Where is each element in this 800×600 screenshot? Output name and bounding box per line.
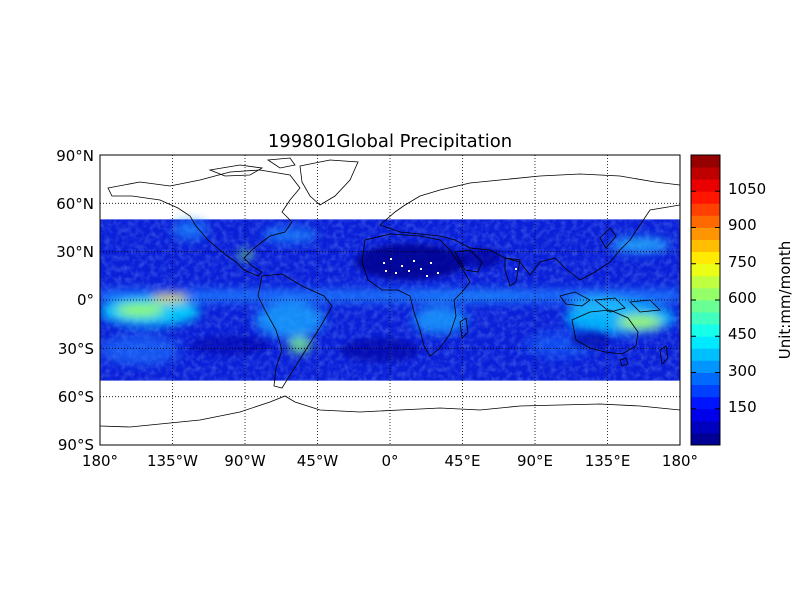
lat-label: 60°N — [56, 195, 94, 213]
colorbar: 150 300 450 600 750 900 1050 Unit:mm/mon… — [690, 154, 794, 446]
colorbar-band — [691, 287, 720, 301]
colorbar-band — [691, 372, 720, 385]
lat-label: 0° — [77, 291, 94, 309]
colorbar-band — [691, 215, 720, 228]
lon-label: 135°W — [147, 452, 198, 470]
colorbar-tick-label: 450 — [728, 325, 757, 343]
colorbar-tick-label: 600 — [728, 289, 757, 307]
colorbar-tick-labels: 150 300 450 600 750 900 1050 — [728, 180, 766, 416]
colorbar-tick-label: 150 — [728, 398, 757, 416]
lat-label: 90°S — [58, 436, 94, 454]
lat-label: 60°S — [58, 388, 94, 406]
lon-label: 0° — [381, 452, 398, 470]
colorbar-band — [691, 324, 720, 337]
colorbar-tick-label: 1050 — [728, 180, 766, 198]
colorbar-band — [691, 396, 720, 410]
colorbar-band — [691, 179, 720, 192]
colorbar-band — [691, 312, 720, 325]
colorbar-tick-label: 300 — [728, 362, 757, 380]
colorbar-band — [691, 167, 720, 180]
colorbar-band — [691, 348, 720, 361]
colorbar-tick-label: 900 — [728, 216, 757, 234]
colorbar-band — [691, 275, 720, 289]
colorbar-band — [691, 432, 720, 446]
lon-label: 45°E — [444, 452, 480, 470]
lon-label: 90°E — [517, 452, 553, 470]
map-axes — [99, 154, 681, 446]
lon-label: 90°W — [224, 452, 266, 470]
lat-label: 90°N — [56, 147, 94, 165]
latitude-labels: 90°N 60°N 30°N 0° 30°S 60°S 90°S — [56, 147, 94, 454]
colorbar-band — [691, 263, 720, 277]
colorbar-band — [691, 384, 720, 398]
colorbar-band — [691, 336, 720, 349]
map-title: 199801Global Precipitation — [268, 131, 512, 152]
graticule — [100, 155, 680, 445]
colorbar-band — [691, 300, 720, 313]
colorbar-tick-label: 750 — [728, 253, 757, 271]
colorbar-band — [691, 203, 720, 216]
colorbar-band — [691, 155, 720, 168]
colorbar-bands — [691, 155, 720, 446]
colorbar-band — [691, 251, 720, 265]
colorbar-unit-label: Unit:mm/month — [776, 241, 794, 360]
lon-label: 45°W — [297, 452, 339, 470]
lon-label: 180° — [82, 452, 118, 470]
lat-label: 30°S — [58, 340, 94, 358]
longitude-labels: 180° 135°W 90°W 45°W 0° 45°E 90°E 135°E … — [82, 452, 698, 470]
lat-label: 30°N — [56, 243, 94, 261]
colorbar-band — [691, 227, 720, 240]
colorbar-band — [691, 360, 720, 373]
colorbar-band — [691, 239, 720, 253]
lon-label: 135°E — [585, 452, 631, 470]
colorbar-ticks — [691, 190, 720, 410]
colorbar-band — [691, 408, 720, 422]
colorbar-band — [691, 420, 720, 434]
colorbar-band — [691, 191, 720, 204]
lon-label: 180° — [662, 452, 698, 470]
